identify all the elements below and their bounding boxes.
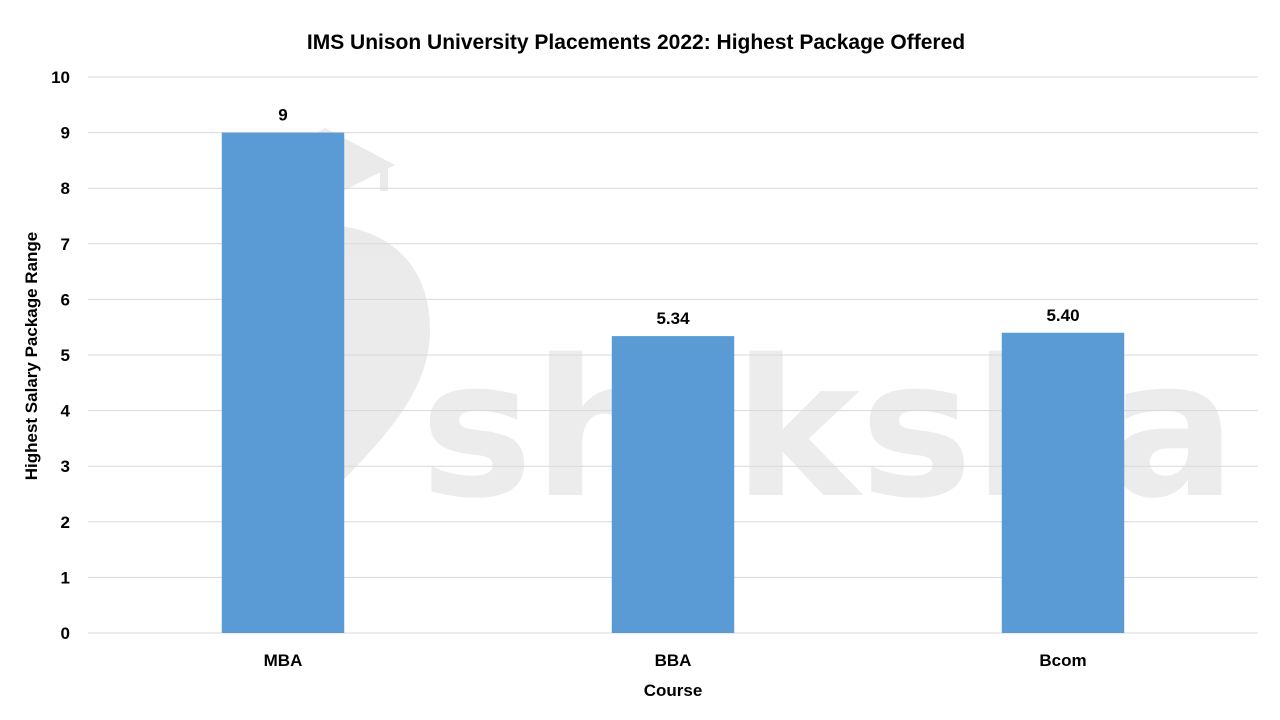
- data-labels: 9 5.34 5.40: [278, 106, 1079, 328]
- bar-bba: [611, 336, 735, 633]
- bar-mba: [221, 132, 345, 633]
- data-label-bba: 5.34: [656, 309, 690, 328]
- y-tick-label: 1: [61, 568, 70, 587]
- x-axis-title: Course: [644, 681, 703, 700]
- y-tick-label: 3: [61, 457, 70, 476]
- x-tick-label-mba: MBA: [264, 651, 303, 670]
- data-label-bcom: 5.40: [1046, 306, 1079, 325]
- y-tick-label: 10: [51, 68, 70, 87]
- y-axis-title: Highest Salary Package Range: [22, 232, 41, 481]
- x-tick-label-bba: BBA: [655, 651, 692, 670]
- data-label-mba: 9: [278, 106, 287, 125]
- bar-bcom: [1001, 332, 1125, 633]
- y-tick-label: 5: [61, 346, 70, 365]
- y-tick-label: 0: [61, 624, 70, 643]
- y-tick-label: 4: [61, 402, 71, 421]
- y-tick-label: 2: [61, 513, 70, 532]
- y-tick-label: 7: [61, 235, 70, 254]
- y-tick-label: 8: [61, 179, 70, 198]
- y-tick-label: 6: [61, 290, 70, 309]
- bars: [221, 132, 1125, 633]
- chart-title: IMS Unison University Placements 2022: H…: [307, 31, 965, 54]
- x-tick-label-bcom: Bcom: [1039, 651, 1086, 670]
- x-axis-ticks: MBA BBA Bcom: [264, 651, 1087, 670]
- y-tick-label: 9: [61, 124, 70, 143]
- y-axis-ticks: 0 1 2 3 4 5 6 7 8 9 10: [51, 68, 70, 643]
